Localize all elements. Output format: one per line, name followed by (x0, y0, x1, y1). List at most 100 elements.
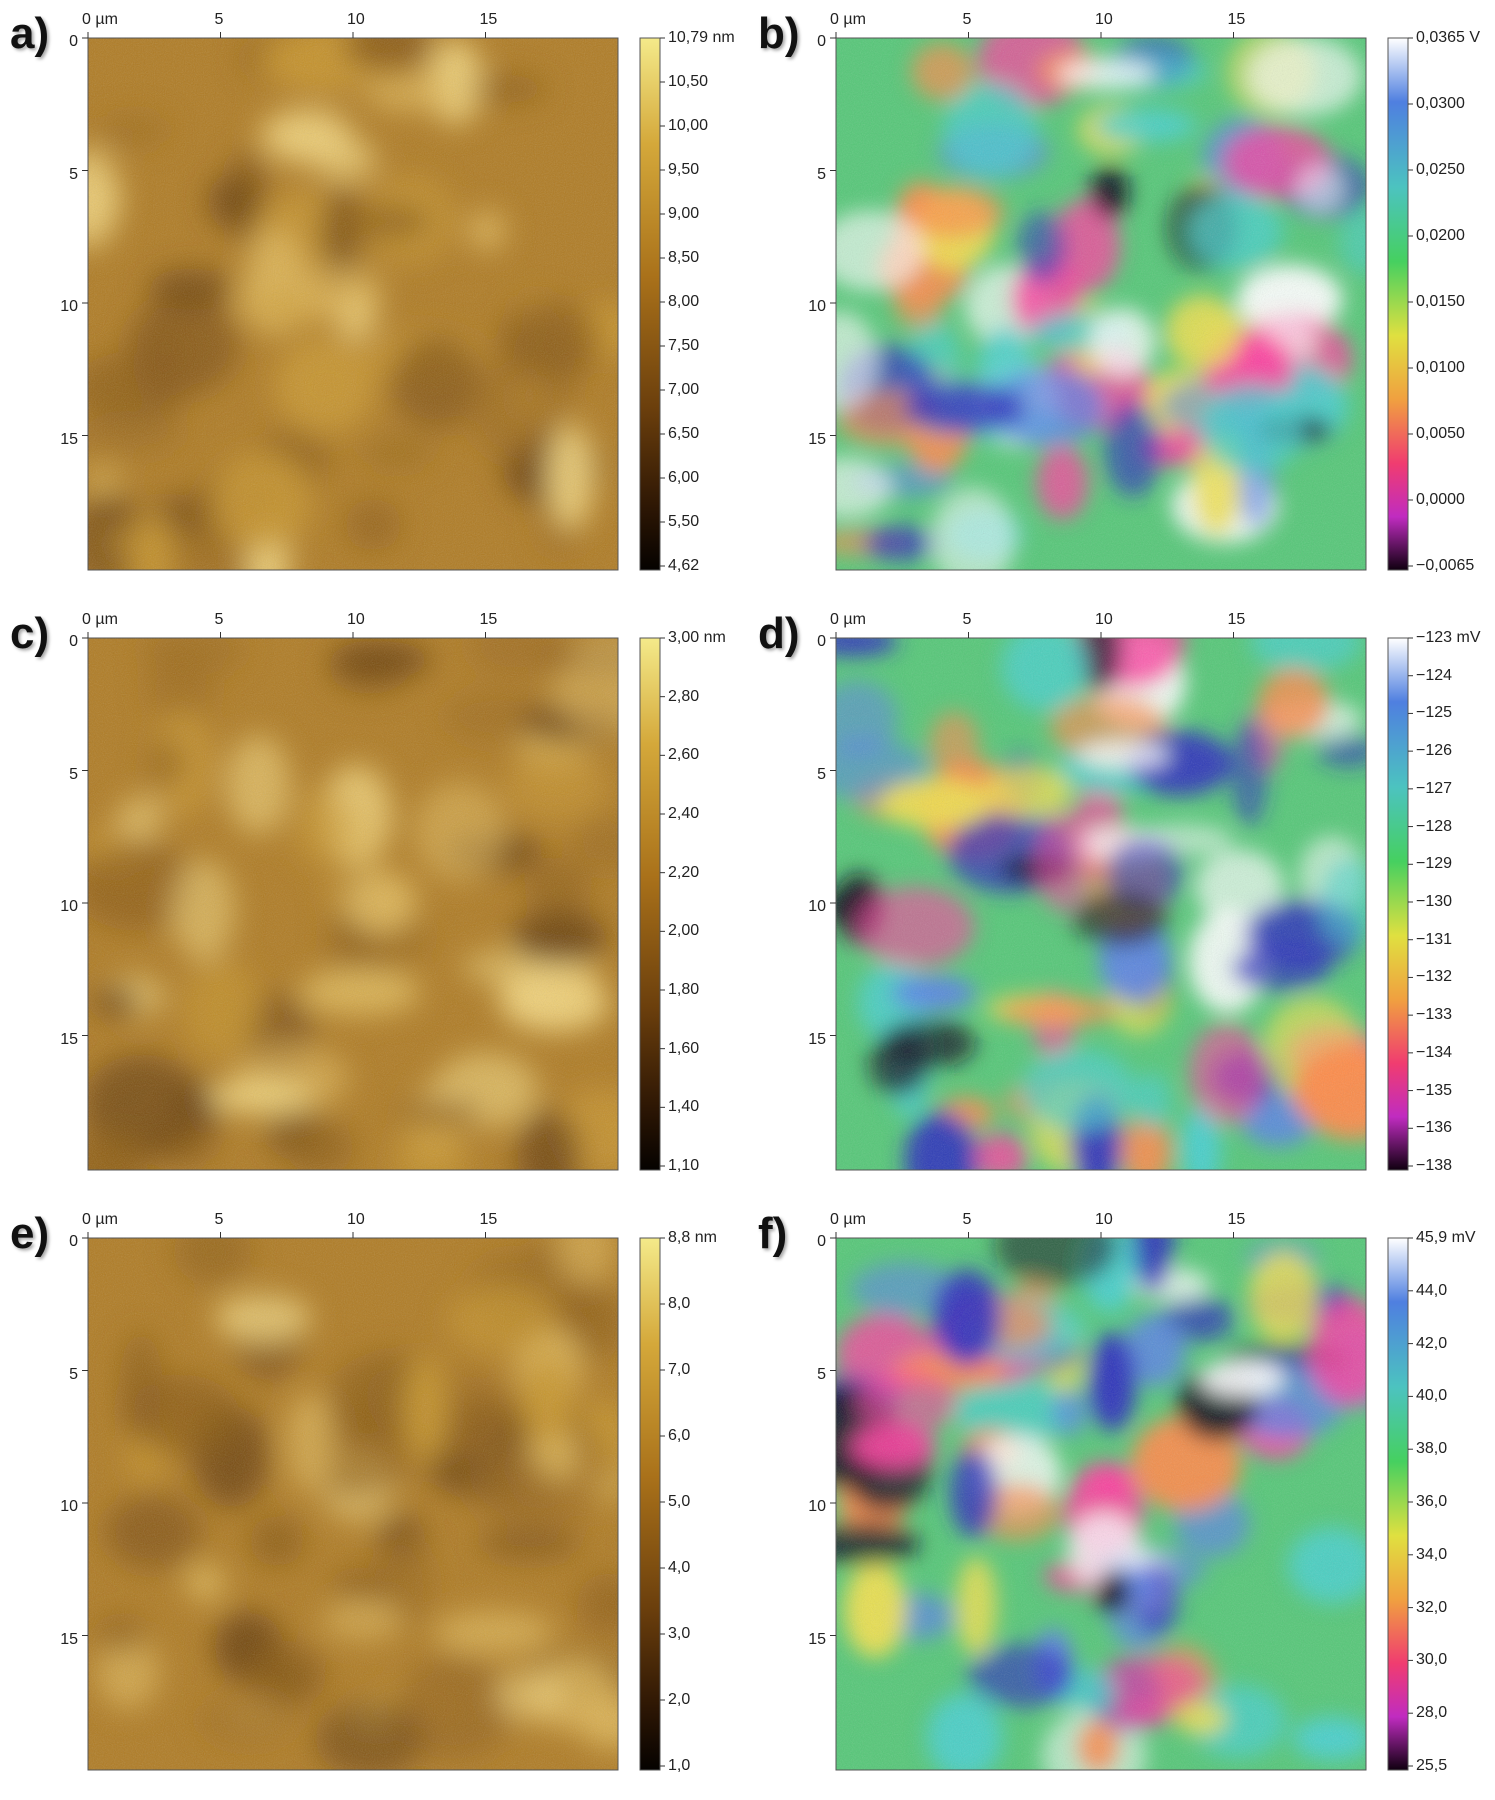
x-tick-label: 10 (347, 11, 365, 28)
colorbar-label: −136 (1416, 1119, 1453, 1137)
scan-image (88, 1238, 618, 1770)
y-tick-label: 0 (69, 1233, 78, 1250)
colorbar (639, 1237, 661, 1771)
x-tick-label: 15 (1227, 11, 1246, 28)
colorbar-label: 0,0300 (1416, 95, 1465, 112)
panel-label: e) (10, 1209, 50, 1258)
x-tick-label: 5 (214, 611, 224, 628)
panel-d-graphic (830, 632, 1413, 1171)
x-tick-label: 5 (962, 11, 972, 28)
y-tick-label: 10 (60, 298, 78, 315)
colorbar-label: 0,0200 (1416, 227, 1465, 244)
x-tick-label: 0 µm (82, 611, 118, 628)
y-tick-label: 5 (69, 165, 78, 183)
y-tick-label: 10 (808, 898, 826, 915)
colorbar-label: 6,50 (668, 425, 700, 442)
panel-label: f) (758, 1209, 788, 1258)
colorbar-label: 9,50 (668, 161, 700, 178)
colorbar-label: 0,0000 (1416, 491, 1465, 508)
y-tick-label: 15 (808, 430, 826, 448)
colorbar-label: 2,80 (668, 687, 700, 705)
colorbar-label: 3,0 (668, 1625, 691, 1642)
y-tick-label: 0 (817, 1233, 826, 1250)
y-tick-label: 0 (817, 633, 826, 650)
x-tick-label: 15 (1227, 1211, 1246, 1228)
colorbar-label: 9,00 (668, 205, 700, 222)
y-tick-label: 15 (808, 1030, 826, 1048)
colorbar-label: −129 (1416, 855, 1453, 873)
colorbar-label: 0,0365 V (1416, 29, 1481, 46)
colorbar-label: 8,50 (668, 249, 700, 266)
colorbar-label: 3,00 nm (668, 629, 726, 646)
x-tick-label: 10 (1095, 611, 1113, 628)
panel-e: 0 µm 0 5 5 10 10 15 15 8,8 nm 8,0 7,0 6,0 5,0 4,0 3,0 2… (0, 1200, 747, 1800)
colorbar-label: −128 (1416, 817, 1453, 835)
colorbar-label: 0,0050 (1416, 425, 1465, 442)
y-tick-label: 15 (808, 1630, 826, 1648)
colorbar-label: 4,62 (668, 557, 700, 574)
colorbar-label: 6,0 (668, 1427, 691, 1444)
x-tick-label: 5 (214, 11, 224, 28)
colorbar-label: 2,0 (668, 1691, 691, 1708)
x-tick-label: 0 µm (830, 611, 866, 628)
colorbar-label: −138 (1416, 1157, 1453, 1174)
colorbar-label: −124 (1416, 666, 1453, 684)
y-tick-label: 0 (69, 633, 78, 650)
colorbar-label: 8,0 (668, 1295, 691, 1312)
x-tick-label: 15 (479, 611, 498, 628)
x-tick-label: 0 µm (82, 1211, 118, 1228)
colorbar-label: −0,0065 (1416, 557, 1475, 574)
colorbar-label: 0,0250 (1416, 161, 1465, 178)
colorbar-label: 40,0 (1416, 1387, 1448, 1405)
x-tick-label: 10 (347, 1211, 365, 1228)
y-tick-label: 15 (60, 1630, 78, 1648)
y-tick-label: 5 (69, 765, 78, 783)
colorbar-label: −125 (1416, 704, 1453, 722)
scan-image (836, 638, 1366, 1170)
panel-a: 0 µm 0 5 5 10 10 15 15 10,79 nm 10,50 10,00 9,50 9,0… (0, 0, 747, 600)
colorbar-label: 7,00 (668, 381, 700, 398)
scan-image (836, 38, 1366, 570)
colorbar-label: 38,0 (1416, 1440, 1448, 1458)
x-tick-label: 15 (1227, 611, 1246, 628)
panel-label: b) (758, 9, 800, 58)
x-tick-label: 5 (962, 1211, 972, 1228)
colorbar-label: 2,00 (668, 922, 700, 940)
colorbar-label: 0,0150 (1416, 293, 1465, 310)
colorbar-label: 10,00 (668, 117, 709, 134)
panel-e-graphic (82, 1232, 665, 1771)
colorbar-label: 2,40 (668, 805, 700, 822)
panel-b: 0 µm 0 5 5 10 10 15 15 0,0365 V 0,0300 0,0250 0,020… (748, 0, 1495, 600)
x-tick-label: 10 (1095, 1211, 1113, 1228)
x-tick-label: 0 µm (82, 11, 118, 28)
panel-f: 0 µm 0 5 5 10 10 15 15 45,9 mV 44,0 42,0 40,0 38,0 36… (748, 1200, 1495, 1800)
y-tick-label: 5 (817, 165, 826, 183)
x-tick-label: 0 µm (830, 11, 866, 28)
colorbar (639, 637, 661, 1171)
colorbar-label: −131 (1416, 930, 1453, 948)
colorbar-label: 2,20 (668, 863, 700, 881)
x-tick-label: 0 µm (830, 1211, 866, 1228)
colorbar-label: 44,0 (1416, 1281, 1448, 1299)
colorbar-label: −127 (1416, 779, 1453, 797)
colorbar-label: 7,50 (668, 337, 700, 354)
y-tick-label: 0 (817, 33, 826, 50)
colorbar (1387, 1237, 1409, 1771)
x-tick-label: 5 (214, 1211, 224, 1228)
colorbar-label: 34,0 (1416, 1545, 1448, 1563)
panel-b-graphic (830, 32, 1413, 571)
colorbar-label: 1,40 (668, 1098, 700, 1116)
y-tick-label: 15 (60, 430, 78, 448)
colorbar-label: 1,60 (668, 1039, 700, 1057)
x-tick-label: 10 (1095, 11, 1113, 28)
colorbar-label: −132 (1416, 968, 1453, 986)
y-tick-label: 10 (808, 1498, 826, 1515)
colorbar-label: 4,0 (668, 1559, 691, 1576)
x-tick-label: 15 (479, 11, 498, 28)
colorbar-label: 28,0 (1416, 1704, 1448, 1722)
y-tick-label: 5 (817, 1365, 826, 1383)
colorbar-label: 2,60 (668, 746, 700, 764)
y-tick-label: 10 (808, 298, 826, 315)
colorbar-label: 8,00 (668, 293, 700, 310)
colorbar (1387, 37, 1409, 571)
